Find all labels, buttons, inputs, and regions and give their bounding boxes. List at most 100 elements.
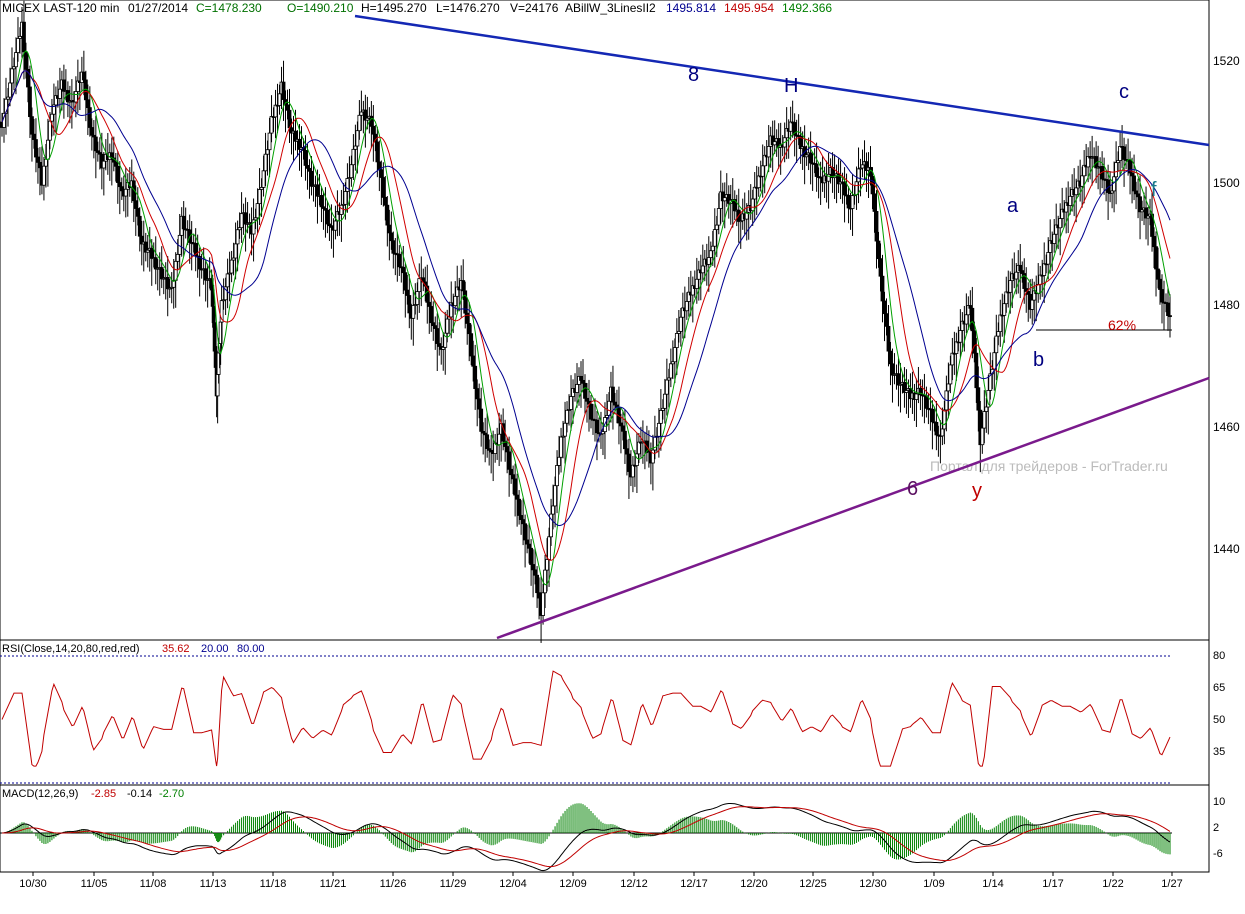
candle-body <box>1080 175 1085 187</box>
date-label: 1/27 <box>1161 878 1182 890</box>
candle-body <box>521 519 526 525</box>
candle-body <box>239 213 244 229</box>
candle-body <box>942 409 947 430</box>
macd-value-1: -2.85 <box>91 788 116 800</box>
candle-body <box>233 243 238 259</box>
date-label: 12/25 <box>799 878 827 890</box>
candle-body <box>950 352 955 366</box>
price-tick: 1500 <box>1213 176 1240 190</box>
candle-body <box>547 536 551 560</box>
candle-body <box>668 363 673 379</box>
candle-body <box>411 304 416 319</box>
candle-body <box>30 116 34 135</box>
candle-body <box>656 422 661 437</box>
date-label: 1/14 <box>982 878 1003 890</box>
candle-body <box>85 99 90 109</box>
candle-body <box>267 132 272 151</box>
candle-body <box>273 104 278 118</box>
candle-body <box>958 330 963 343</box>
candle-body <box>575 384 579 393</box>
candle-body <box>808 152 813 164</box>
candle-body <box>135 208 140 217</box>
macd-tick: 2 <box>1213 822 1219 834</box>
candle-body <box>1058 218 1063 229</box>
candle-body <box>351 148 356 166</box>
candle-body <box>175 253 180 262</box>
candle-body <box>611 386 615 403</box>
candle-body <box>664 379 669 395</box>
candle-body <box>471 355 476 367</box>
candle-body <box>437 343 442 347</box>
date-label: 12/17 <box>680 878 708 890</box>
candle-body <box>65 90 70 103</box>
candle-body <box>974 352 979 389</box>
date-label: 11/05 <box>81 878 108 890</box>
candle-body <box>1158 278 1162 290</box>
macd-panel: MACD(12,26,9) -2.85 -0.14 -2.70 10 2 -6 <box>0 784 1225 872</box>
candle-body <box>519 515 524 520</box>
candle-body <box>461 280 466 292</box>
candle-body <box>607 400 611 416</box>
candle-body <box>149 247 154 259</box>
candle-body <box>930 408 935 423</box>
candle-body <box>391 240 396 254</box>
candle-body <box>694 278 699 289</box>
candle-body <box>972 330 977 354</box>
candle-body <box>1046 252 1051 265</box>
candle-body <box>28 86 32 118</box>
candle-body <box>994 335 999 354</box>
date-label: 12/20 <box>740 878 768 890</box>
candle-body <box>427 301 432 307</box>
rsi-panel: RSI(Close,14,20,80,red,red) 35.62 20.00 … <box>0 639 1225 784</box>
candle-body <box>397 253 402 268</box>
wave-label-8: 8 <box>688 64 699 86</box>
candle-body <box>623 430 627 450</box>
candle-body <box>353 145 358 150</box>
candle-body <box>856 168 861 183</box>
candle-body <box>760 165 765 177</box>
volume-value: V=24176 <box>510 1 559 15</box>
rsi-tick: 80 <box>1213 650 1225 662</box>
candle-body <box>976 387 981 411</box>
candle-body <box>1134 190 1138 195</box>
candle-body <box>946 383 951 392</box>
price-tick: 1520 <box>1213 54 1240 68</box>
candle-body <box>533 569 537 576</box>
candle-body <box>658 410 663 424</box>
candle-body <box>551 505 555 515</box>
candle-body <box>992 352 997 370</box>
candle-body <box>998 314 1003 332</box>
candle-body <box>509 468 514 476</box>
candle-body <box>22 21 26 53</box>
lower-trendline[interactable] <box>496 376 1210 640</box>
indicator-value-1: 1495.814 <box>666 1 716 15</box>
candle-body <box>285 104 290 111</box>
upper-trendline[interactable] <box>354 14 1210 147</box>
candle-body <box>585 397 589 402</box>
date-label: 11/08 <box>140 878 167 890</box>
candle-body <box>595 419 599 434</box>
candle-body <box>333 220 338 231</box>
candle-body <box>277 93 282 106</box>
candle-body <box>73 91 78 103</box>
indicator-value-2: 1495.954 <box>724 1 774 15</box>
candle-body <box>303 150 308 166</box>
candle-body <box>123 188 128 197</box>
candle-body <box>980 427 985 446</box>
candle-body <box>401 266 406 274</box>
candle-body <box>1152 236 1156 248</box>
candle-body <box>882 300 887 315</box>
candle-body <box>477 398 482 410</box>
candle-body <box>87 107 92 128</box>
candle-body <box>355 130 360 147</box>
candle-body <box>219 300 224 323</box>
candle-body <box>16 38 20 53</box>
candle-body <box>385 204 390 226</box>
candle-body <box>203 268 208 281</box>
candle-body <box>261 170 266 188</box>
date-label: 12/04 <box>499 878 527 890</box>
date-label: 12/09 <box>559 878 587 890</box>
candle-body <box>265 149 270 155</box>
candle-body <box>281 81 286 100</box>
